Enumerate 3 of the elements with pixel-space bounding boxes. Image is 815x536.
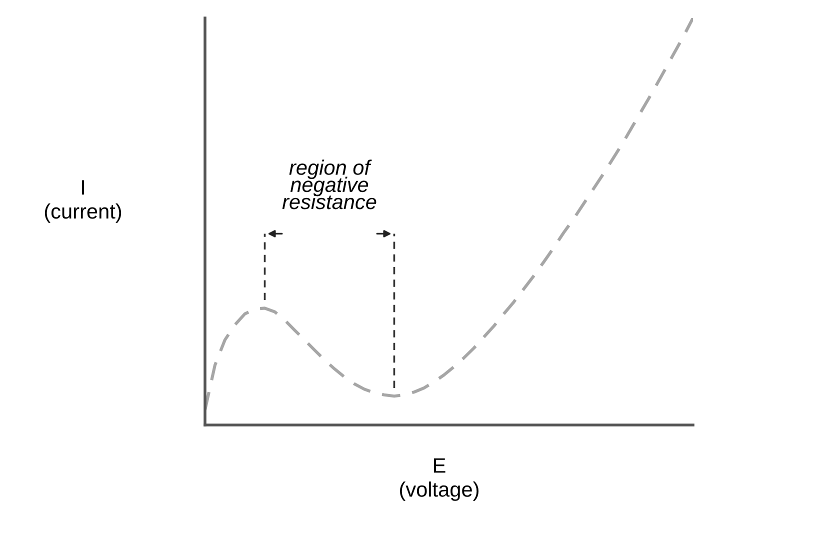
annotation: region of negative resistance bbox=[282, 160, 376, 210]
y-axis-title: I (current) bbox=[44, 180, 122, 223]
x-axis-title: E (voltage) bbox=[400, 458, 478, 501]
